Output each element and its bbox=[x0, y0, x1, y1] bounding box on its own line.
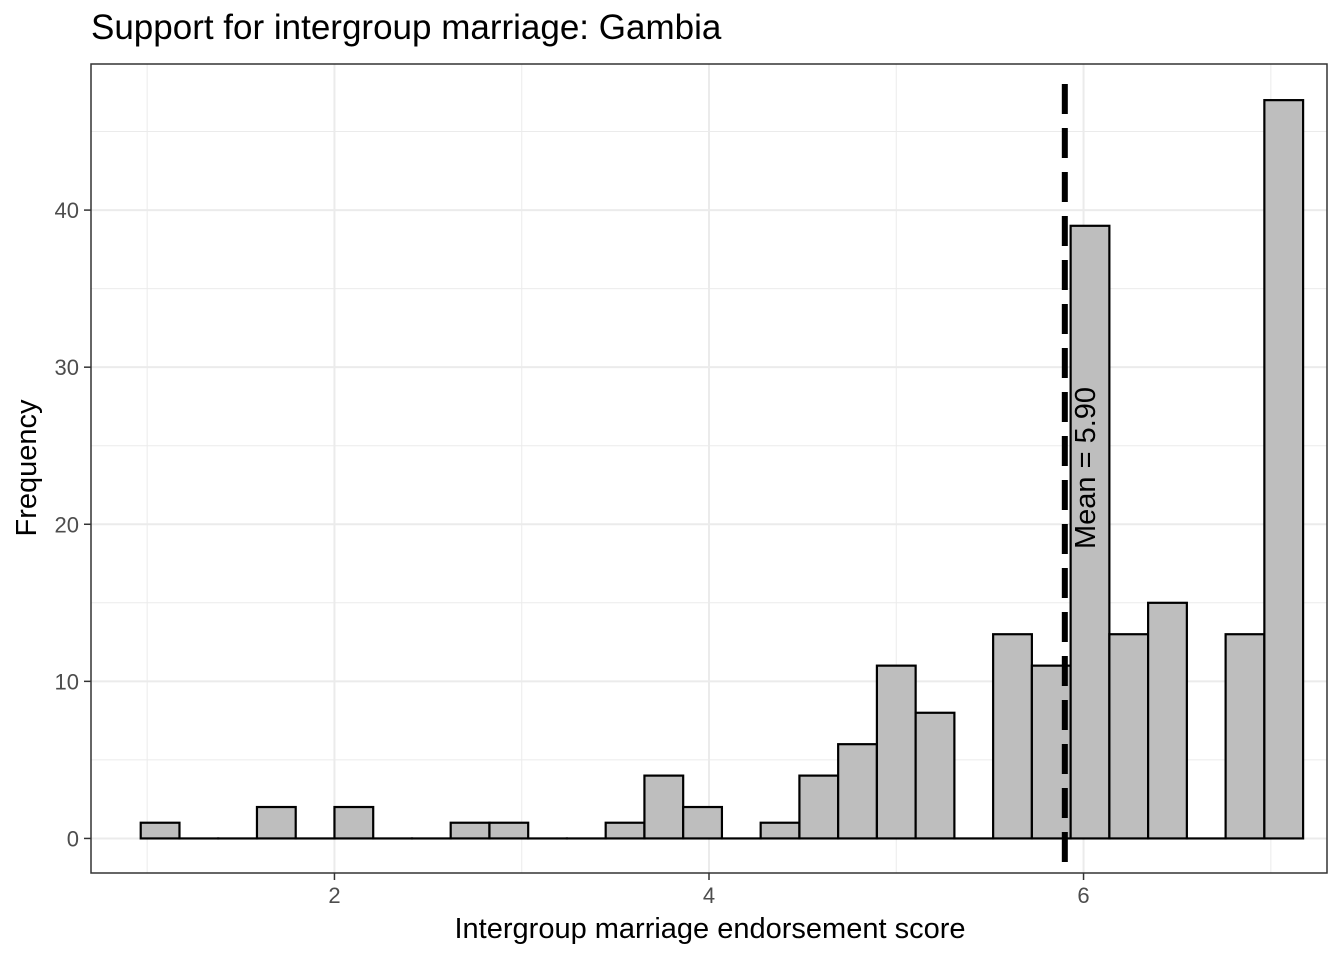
histogram-bar bbox=[798, 774, 840, 840]
histogram-bar bbox=[1147, 601, 1188, 840]
histogram-bar bbox=[139, 821, 181, 840]
mean-label: Mean = 5.90 bbox=[1070, 387, 1102, 549]
y-axis-ticks: 0 10 20 30 40 bbox=[55, 198, 91, 851]
histogram-bar bbox=[759, 821, 801, 840]
y-tick-label: 10 bbox=[55, 669, 79, 694]
chart-title: Support for intergroup marriage: Gambia bbox=[91, 8, 722, 47]
histogram-bar bbox=[875, 664, 917, 840]
y-tick-label: 30 bbox=[55, 355, 79, 380]
y-tick-label: 0 bbox=[67, 826, 79, 851]
histogram-bar bbox=[449, 821, 491, 840]
histogram-bar bbox=[1108, 633, 1150, 840]
x-tick-label: 2 bbox=[328, 883, 340, 908]
histogram-bar bbox=[643, 774, 685, 840]
histogram-bar bbox=[1224, 633, 1266, 840]
y-axis-title: Frequency bbox=[11, 399, 43, 537]
x-axis-ticks: 2 4 6 bbox=[328, 873, 1090, 908]
x-axis-title: Intergroup marriage endorsement score bbox=[455, 913, 966, 945]
histogram-bar bbox=[604, 821, 646, 840]
y-tick-label: 20 bbox=[55, 512, 79, 537]
histogram-bar bbox=[1069, 224, 1111, 840]
x-tick-label: 6 bbox=[1077, 883, 1089, 908]
histogram-bar bbox=[488, 821, 530, 840]
histogram-bar bbox=[837, 743, 879, 840]
histogram-bar bbox=[992, 633, 1033, 840]
y-tick-label: 40 bbox=[55, 198, 79, 223]
histogram-bar bbox=[682, 805, 724, 840]
histogram-bar bbox=[333, 805, 375, 840]
x-tick-label: 4 bbox=[703, 883, 715, 908]
histogram-bar bbox=[1263, 99, 1305, 840]
histogram-bar bbox=[255, 805, 297, 840]
mean-marker: Mean = 5.90 bbox=[1061, 84, 1102, 873]
histogram-bar bbox=[914, 711, 956, 840]
